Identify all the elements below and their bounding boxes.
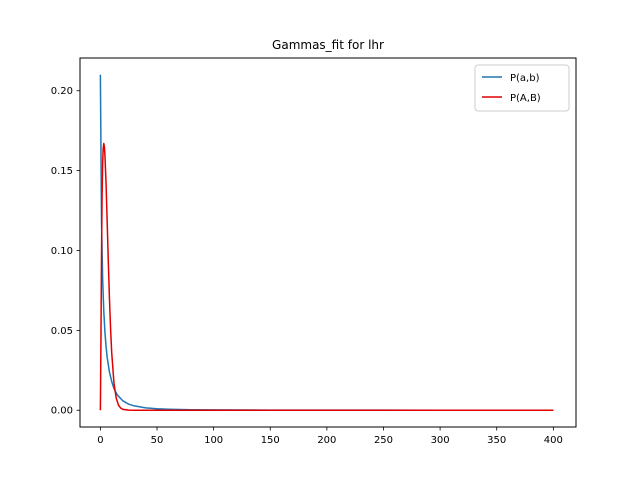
legend-label: P(a,b) — [510, 73, 540, 84]
legend-box — [474, 64, 570, 112]
x-tick-label: 50 — [151, 435, 164, 446]
legend: P(a,b) P(A,B) — [474, 64, 570, 112]
x-tick-label: 150 — [261, 435, 280, 446]
y-tick-label: 0.20 — [51, 86, 73, 97]
y-axis: 0.00 0.05 0.10 0.15 0.20 — [51, 86, 80, 417]
chart-title: Gammas_fit for lhr — [272, 38, 384, 52]
plot-area: 0 50 100 150 200 250 300 350 400 0.00 0.05 0.10 0.1… — [51, 57, 577, 446]
x-tick-label: 100 — [204, 435, 223, 446]
series-lines — [99, 74, 554, 411]
x-axis: 0 50 100 150 200 250 300 350 400 — [97, 427, 563, 446]
y-tick-label: 0.00 — [51, 406, 73, 417]
x-tick-label: 200 — [317, 435, 336, 446]
y-tick-label: 0.10 — [51, 246, 73, 257]
x-tick-label: 250 — [374, 435, 393, 446]
x-tick-label: 350 — [487, 435, 506, 446]
legend-label: P(A,B) — [510, 93, 541, 104]
y-tick-label: 0.15 — [51, 166, 73, 177]
x-tick-label: 400 — [544, 435, 563, 446]
x-tick-label: 300 — [431, 435, 450, 446]
plot-frame — [79, 57, 577, 428]
series-line-2 — [99, 142, 554, 411]
y-tick-label: 0.05 — [51, 326, 73, 337]
x-tick-label: 0 — [97, 435, 103, 446]
